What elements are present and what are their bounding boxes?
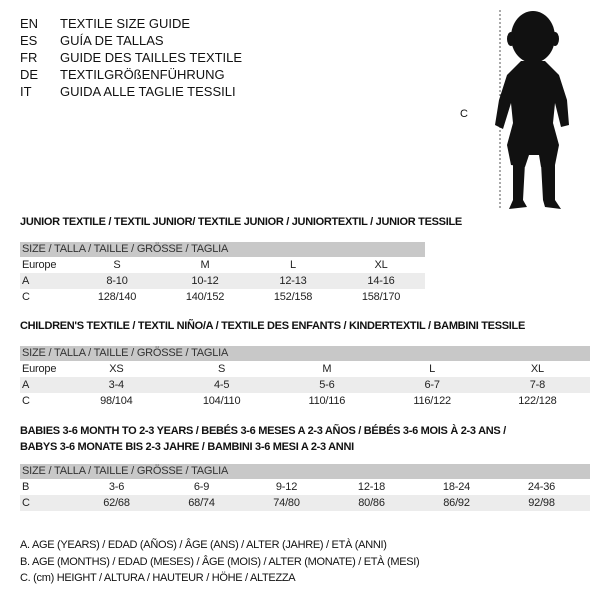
title-en: EN TEXTILE SIZE GUIDE xyxy=(20,16,191,31)
table-row: C 62/68 68/74 74/80 80/86 86/92 92/98 xyxy=(20,495,590,511)
junior-size-table: SIZE / TALLA / TAILLE / GRÖSSE / TAGLIA … xyxy=(20,242,425,305)
title-es: ES GUÍA DE TALLAS xyxy=(20,33,164,48)
table-row: A 8-10 10-12 12-13 14-16 xyxy=(20,273,425,289)
legend-item-b: B. AGE (MONTHS) / EDAD (MESES) / ÂGE (MO… xyxy=(20,555,420,568)
title-de: DE TEXTILGRÖßENFÜHRUNG xyxy=(20,67,225,82)
legend-item-a: A. AGE (YEARS) / EDAD (AÑOS) / ÂGE (ANS)… xyxy=(20,539,387,551)
babies-section-title: BABIES 3-6 MONTH TO 2-3 YEARS / BEBÉS 3-… xyxy=(20,425,506,437)
table-header: SIZE / TALLA / TAILLE / GRÖSSE / TAGLIA xyxy=(20,242,425,257)
table-row: C 128/140 140/152 152/158 158/170 xyxy=(22,291,401,303)
title-fr: FR GUIDE DES TAILLES TEXTILE xyxy=(20,50,243,65)
child-silhouette-icon xyxy=(495,10,569,210)
child-silhouette-figure: C xyxy=(455,5,585,220)
legend: A. AGE (YEARS) / EDAD (AÑOS) / ÂGE (ANS)… xyxy=(20,537,420,587)
babies-section-title-line2: BABYS 3-6 MONATE BIS 2-3 JAHRE / BAMBINI… xyxy=(20,441,354,453)
table-row: A 3-4 4-5 5-6 6-7 7-8 xyxy=(20,377,590,393)
children-size-table: SIZE / TALLA / TAILLE / GRÖSSE / TAGLIA … xyxy=(20,346,590,409)
guide-title-block: EN TEXTILE SIZE GUIDE ES GUÍA DE TALLAS FR… xyxy=(20,15,242,100)
table-row: B 3-6 6-9 9-12 12-18 18-24 24-36 xyxy=(22,481,556,493)
table-row: C 98/104 104/110 110/116 116/122 122/128 xyxy=(22,395,557,407)
table-row: Europe S M L XL xyxy=(22,259,388,271)
height-measure-label: C xyxy=(460,108,468,120)
legend-item-c: C. (cm) HEIGHT / ALTURA / HAUTEUR / HÖHE… xyxy=(20,572,296,584)
table-header: SIZE / TALLA / TAILLE / GRÖSSE / TAGLIA xyxy=(20,346,590,361)
table-header: SIZE / TALLA / TAILLE / GRÖSSE / TAGLIA xyxy=(20,464,590,479)
title-it: IT GUIDA ALLE TAGLIE TESSILI xyxy=(20,84,236,99)
junior-section-title: JUNIOR TEXTILE / TEXTIL JUNIOR/ TEXTILE … xyxy=(20,216,462,228)
table-row: Europe XS S M L XL xyxy=(22,363,544,375)
babies-size-table: SIZE / TALLA / TAILLE / GRÖSSE / TAGLIA … xyxy=(20,464,590,511)
children-section-title: CHILDREN'S TEXTILE / TEXTIL NIÑO/A / TEX… xyxy=(20,320,525,332)
